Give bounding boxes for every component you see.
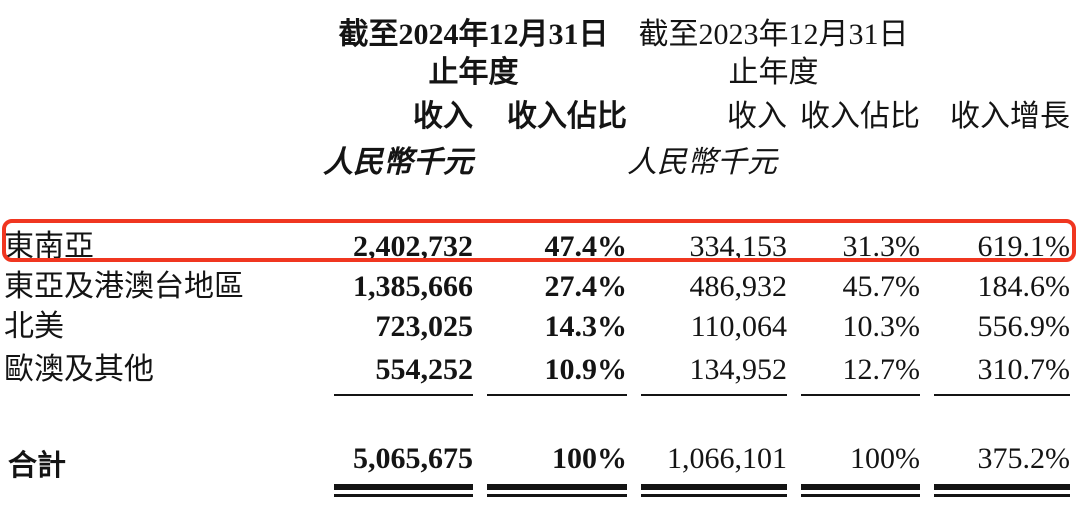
region-label: 東南亞	[4, 230, 94, 263]
column-header-row: 收入 收入佔比 收入 收入佔比 收入增長	[0, 92, 1070, 136]
corner-empty-cell	[0, 10, 320, 92]
double-rule	[334, 484, 473, 497]
share-2023-value: 12.7%	[801, 351, 920, 396]
growth-value: 184.6%	[977, 270, 1071, 303]
double-rule	[934, 484, 1070, 497]
period-2023-line1: 截至2023年12月31日	[638, 18, 909, 51]
revenue-2023-value: 134,952	[641, 351, 787, 396]
total-label: 合計	[8, 450, 67, 482]
spacer-row	[0, 396, 1070, 440]
period-2024-header: 截至2024年12月31日 止年度	[320, 10, 627, 92]
share-2023-value: 31.3%	[842, 230, 921, 263]
growth-value: 619.1%	[977, 230, 1071, 263]
growth-header-empty-cell	[920, 10, 1070, 92]
revenue-2024-value: 554,252	[334, 351, 473, 396]
region-label: 東亞及港澳台地區	[4, 270, 244, 303]
share-2024-value: 10.9%	[487, 351, 627, 396]
total-revenue-2023-value: 1,066,101	[667, 442, 787, 475]
table-row-north-america: 北美 723,025 14.3% 110,064 10.3% 556.9%	[0, 306, 1070, 346]
region-label: 歐澳及其他	[4, 353, 154, 386]
units-row: 人民幣千元 人民幣千元	[0, 136, 1070, 182]
period-2024-line2: 止年度	[428, 56, 519, 89]
unit-label-2024: 人民幣千元	[323, 146, 473, 179]
table-row-total: 合計 5,065,675 100% 1,066,101 100%	[0, 440, 1070, 497]
col-header-growth: 收入增長	[950, 100, 1070, 133]
total-share-2023-value: 100%	[850, 442, 920, 475]
revenue-2024-value: 723,025	[375, 310, 474, 343]
total-share-2024-value: 100%	[552, 442, 627, 475]
revenue-2023-value: 334,153	[689, 230, 788, 263]
units-empty-cell	[0, 136, 320, 182]
revenue-2023-value: 110,064	[690, 310, 787, 343]
growth-value: 310.7%	[934, 351, 1070, 396]
revenue-by-region-table: 截至2024年12月31日 止年度 截至2023年12月31日 止年度 收入 收…	[0, 10, 1070, 497]
share-2023-value: 45.7%	[842, 270, 921, 303]
col-header-revenue-2024: 收入	[413, 100, 473, 133]
table-row-east-asia-hk-macau-taiwan: 東亞及港澳台地區 1,385,666 27.4% 486,932 45.7% 1…	[0, 266, 1070, 306]
table-row-europe-australia-others: 歐澳及其他 554,252 10.9% 134,952 12.7% 310.7%	[0, 346, 1070, 396]
double-rule	[801, 484, 920, 497]
period-2023-line2: 止年度	[728, 56, 819, 89]
spacer-row	[0, 182, 1070, 226]
double-rule	[641, 484, 787, 497]
period-2023-header: 截至2023年12月31日 止年度	[627, 10, 920, 92]
table-row-southeast-asia: 東南亞 2,402,732 47.4% 334,153 31.3% 619.1%	[0, 226, 1070, 266]
double-rule	[487, 484, 627, 497]
share-2024-value: 14.3%	[544, 310, 628, 343]
col-header-share-2024: 收入佔比	[507, 100, 627, 133]
share-2024-value: 27.4%	[544, 270, 628, 303]
col-header-share-2023: 收入佔比	[800, 100, 920, 133]
period-2024-line1: 截至2024年12月31日	[338, 18, 609, 51]
share-2024-value: 47.4%	[544, 230, 628, 263]
revenue-2024-value: 1,385,666	[353, 270, 473, 303]
total-growth-value: 375.2%	[977, 442, 1071, 475]
region-header-empty-cell	[0, 92, 320, 136]
revenue-2024-value: 2,402,732	[353, 230, 473, 263]
col-header-revenue-2023: 收入	[727, 100, 787, 133]
unit-label-2023: 人民幣千元	[627, 146, 777, 179]
total-revenue-2024-value: 5,065,675	[353, 442, 473, 475]
revenue-2023-value: 486,932	[689, 270, 788, 303]
period-header-row: 截至2024年12月31日 止年度 截至2023年12月31日 止年度	[0, 10, 1070, 92]
growth-value: 556.9%	[977, 310, 1071, 343]
share-2023-value: 10.3%	[842, 310, 921, 343]
region-label: 北美	[4, 310, 64, 343]
